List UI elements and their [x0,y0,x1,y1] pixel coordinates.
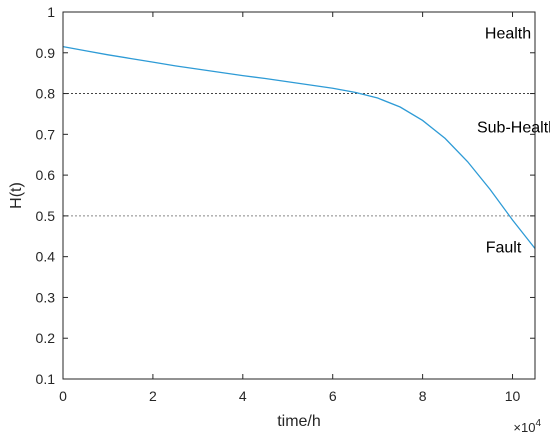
y-tick-label: 0.4 [36,249,56,265]
x-tick-label: 6 [329,388,337,404]
annotation-fault: Fault [486,240,522,257]
y-tick-label: 0.3 [36,289,56,305]
x-tick-label: 8 [419,388,427,404]
y-tick-label: 0.6 [36,167,56,183]
plot-frame [62,11,536,380]
y-tick-label: 0.8 [36,86,56,102]
y-tick-label: 0.2 [36,330,56,346]
y-tick-label: 0.1 [36,371,56,387]
y-axis-label: H(t) [8,182,25,209]
x-tick-label: 10 [505,388,521,404]
x-axis: 0 2 4 6 8 10 [59,12,521,404]
annotation-sub-health: Sub-Health [477,119,550,136]
annotation-health: Health [485,26,531,43]
x-tick-label: 2 [149,388,157,404]
series-line-h-t [62,46,536,249]
x-tick-label: 0 [59,388,67,404]
x-axis-multiplier: ×104 [513,418,541,435]
x-tick-label: 4 [239,388,247,404]
y-tick-label: 0.5 [36,208,56,224]
x-axis-label: time/h [277,413,321,430]
y-tick-label: 1 [47,4,55,20]
y-axis: 0.1 0.2 0.3 0.4 0.5 0.6 0.7 0.8 0.9 1 [36,4,535,387]
y-tick-label: 0.7 [36,126,56,142]
y-tick-label: 0.9 [36,45,56,61]
